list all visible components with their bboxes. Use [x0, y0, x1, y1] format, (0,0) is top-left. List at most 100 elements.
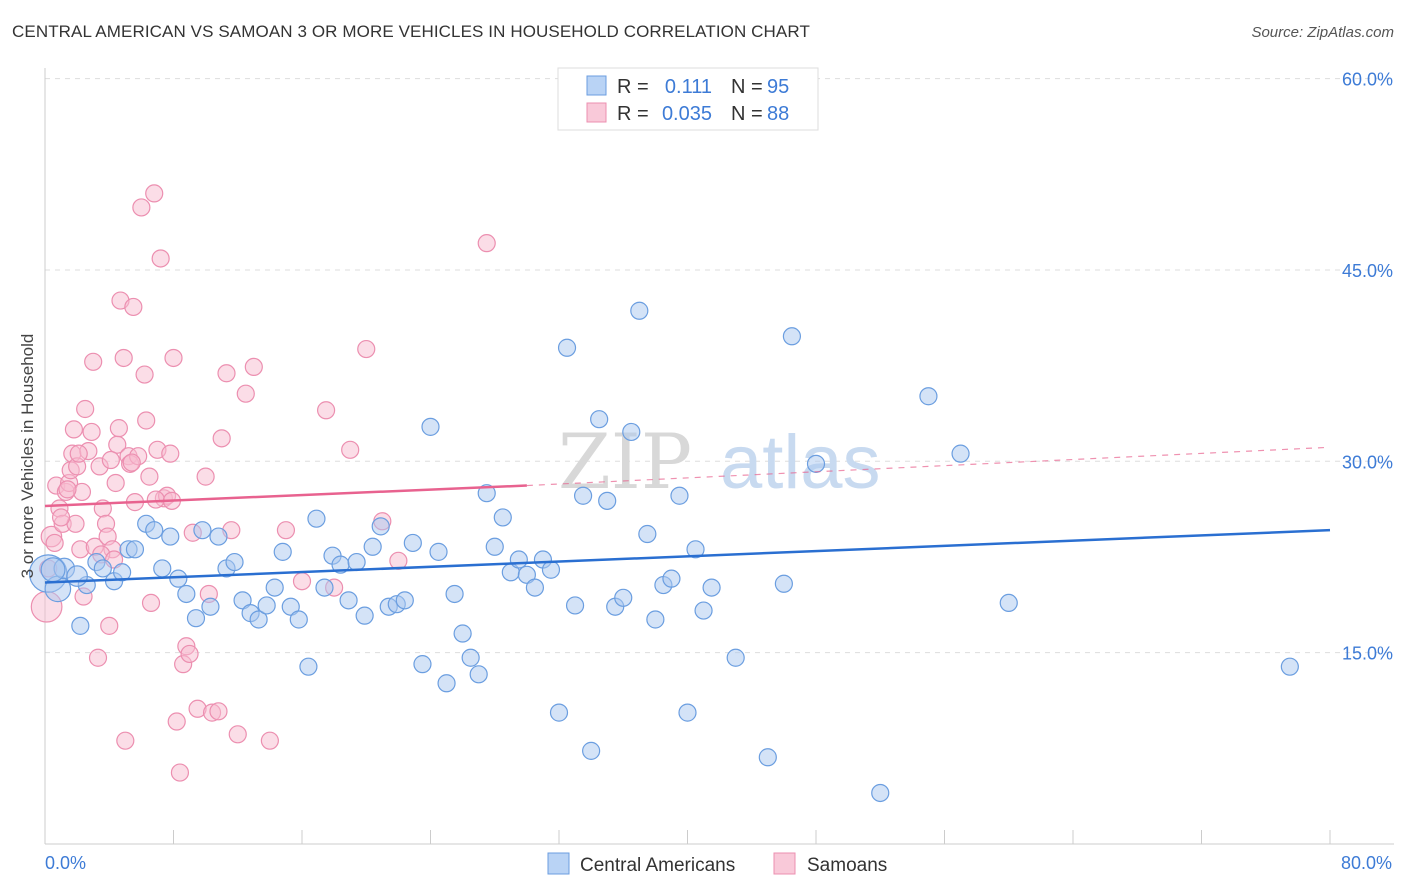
data-point — [64, 420, 84, 439]
data-point — [260, 731, 279, 750]
x-tick-label-max: 80.0% — [1341, 853, 1392, 873]
data-point — [153, 559, 172, 578]
axes — [44, 68, 1394, 845]
data-point — [758, 748, 777, 767]
data-point — [686, 540, 705, 559]
data-point — [289, 610, 308, 629]
data-point — [69, 444, 88, 463]
data-point — [45, 533, 64, 553]
data-point — [88, 648, 108, 667]
data-point — [71, 616, 90, 635]
data-point — [694, 601, 713, 620]
data-point — [140, 467, 159, 486]
data-point — [1280, 657, 1299, 676]
data-point — [151, 249, 170, 268]
data-point — [225, 552, 244, 572]
samoans-points — [30, 184, 496, 782]
data-point — [477, 484, 496, 503]
data-point — [371, 517, 390, 536]
data-point — [598, 491, 617, 510]
data-point — [51, 508, 71, 527]
data-point — [201, 597, 220, 616]
x-ticks — [44, 830, 1331, 844]
data-point — [164, 348, 183, 368]
data-point — [145, 184, 164, 203]
data-point — [292, 572, 312, 591]
data-point — [315, 578, 334, 597]
data-point — [565, 596, 585, 615]
trend-lines — [44, 446, 1331, 584]
gridlines — [45, 78, 1394, 654]
data-point — [84, 352, 103, 371]
data-point — [485, 537, 504, 556]
data-point — [132, 198, 151, 217]
data-point — [141, 593, 161, 612]
data-point — [549, 703, 569, 722]
data-point — [999, 593, 1018, 612]
bottom-legend: Central Americans Samoans — [547, 852, 887, 876]
data-point — [106, 473, 125, 493]
data-point — [236, 384, 255, 403]
legend-r-label-2: R = — [617, 103, 649, 125]
central-americans-points — [28, 96, 1299, 803]
legend-swatch-blue — [586, 75, 607, 96]
legend-n-value-2: 88 — [767, 103, 789, 125]
data-point — [180, 644, 199, 664]
data-point — [112, 563, 132, 582]
data-point — [114, 348, 133, 368]
legend-n-label-1: N = — [731, 76, 763, 98]
data-point — [355, 606, 374, 625]
y-tick-label-45: 45.0% — [1342, 261, 1393, 281]
data-point — [58, 480, 77, 499]
data-point — [461, 648, 480, 667]
y-tick-label-60: 60.0% — [1342, 70, 1393, 90]
data-point — [638, 524, 657, 544]
trend-line-samoans — [44, 484, 527, 508]
data-point — [299, 657, 318, 676]
chart-title: CENTRAL AMERICAN VS SAMOAN 3 OR MORE VEH… — [12, 22, 810, 41]
data-point — [170, 763, 190, 782]
data-point — [662, 569, 681, 588]
data-point — [124, 297, 143, 317]
data-point — [774, 574, 793, 593]
data-point — [525, 578, 545, 597]
watermark-atlas: atlas — [720, 420, 881, 505]
bottom-legend-swatch-blue — [547, 852, 570, 875]
data-point — [169, 569, 188, 588]
data-point — [541, 560, 561, 579]
data-point — [919, 387, 938, 406]
data-point — [40, 557, 66, 583]
data-point — [217, 364, 236, 383]
data-point — [316, 401, 336, 420]
data-point — [209, 702, 228, 721]
data-point — [951, 444, 970, 463]
data-point — [146, 490, 165, 509]
data-point — [122, 453, 141, 472]
data-point — [76, 399, 95, 419]
legend-r-label-1: R = — [617, 76, 649, 98]
data-point — [614, 588, 633, 607]
data-point — [445, 584, 464, 604]
data-point — [421, 417, 440, 436]
y-axis-title: 3 or more Vehicles in Household — [18, 334, 37, 579]
legend-n-label-2: N = — [731, 103, 763, 125]
data-point — [357, 339, 376, 359]
trend-line-central-americans — [44, 528, 1331, 584]
y-tick-labels: 15.0% 30.0% 45.0% 60.0% — [1342, 70, 1393, 664]
legend-swatch-pink — [586, 102, 607, 123]
data-point — [469, 665, 488, 684]
data-point — [249, 610, 268, 629]
data-point — [244, 357, 263, 377]
data-point — [101, 450, 120, 470]
data-point — [573, 486, 593, 505]
data-point — [196, 467, 215, 486]
data-point — [265, 578, 284, 597]
trend-line-samoans-extrapolated — [526, 446, 1331, 487]
data-point — [82, 422, 101, 442]
data-point — [347, 552, 366, 572]
y-tick-label-30: 30.0% — [1342, 452, 1393, 472]
data-point — [307, 509, 326, 528]
data-point — [257, 596, 276, 615]
data-point — [622, 422, 641, 442]
